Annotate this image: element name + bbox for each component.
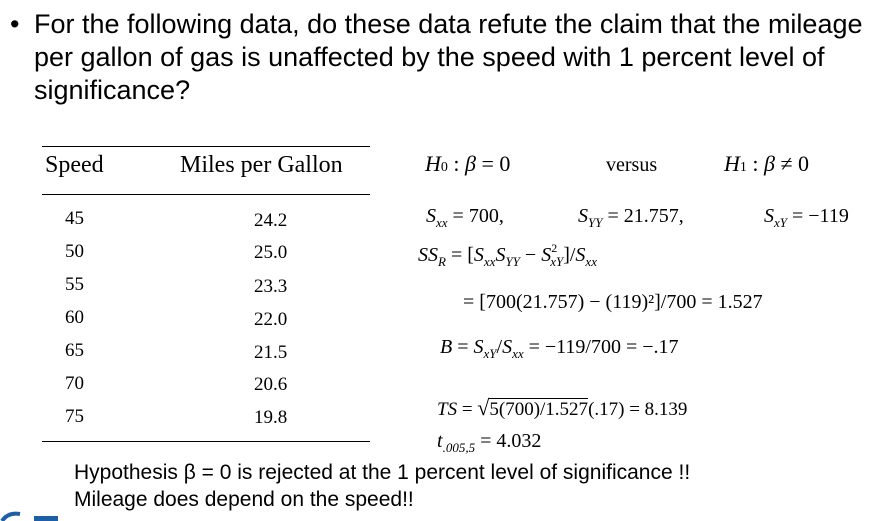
question-body: For the following data, do these data re…	[34, 9, 863, 105]
sxx-value: Sxx = 700,	[426, 205, 504, 230]
critical-value: t.005,5 = 4.032	[437, 430, 542, 455]
cell-mpg: 21.5	[254, 342, 288, 363]
cell-mpg: 22.0	[254, 309, 288, 330]
ssr-value: = [700(21.757) − (119)²]/700 = 1.527	[463, 291, 763, 313]
cell-speed: 70	[65, 373, 84, 394]
logo-icon	[0, 511, 58, 521]
cell-mpg: 24.2	[254, 210, 288, 231]
alt-hypothesis: H1 : β ≠ 0	[724, 151, 810, 176]
syy-value: SYY = 21.757,	[578, 205, 684, 230]
cell-speed: 75	[65, 406, 84, 427]
cell-mpg: 20.6	[254, 374, 288, 395]
table-top-rule	[42, 146, 370, 147]
header-speed: Speed	[45, 152, 104, 178]
null-hypothesis: H0 : β = 0	[425, 151, 511, 176]
versus-label: versus	[606, 154, 658, 176]
cell-speed: 50	[65, 241, 84, 262]
cell-speed: 65	[65, 340, 84, 361]
cell-speed: 55	[65, 274, 84, 295]
cell-mpg: 25.0	[254, 242, 288, 263]
cell-mpg: 23.3	[254, 276, 288, 297]
table-header-rule	[42, 194, 370, 195]
conclusion-line: Mileage does depend on the speed!!	[74, 488, 414, 511]
header-mpg: Miles per Gallon	[180, 152, 343, 178]
ssr-formula: SSR = [SxxSYY − S2xY]/Sxx	[418, 241, 597, 269]
slope-estimate: B = SxY/Sxx = −119/700 = −.17	[440, 336, 679, 361]
question-text: • For the following data, do these data …	[10, 8, 880, 107]
cell-speed: 60	[65, 307, 84, 328]
cell-speed: 45	[65, 208, 84, 229]
test-statistic: TS = √5(700)/1.527(.17) = 8.139	[437, 395, 688, 420]
sxy-value: SxY = −119	[764, 205, 849, 230]
cell-mpg: 19.8	[254, 407, 288, 428]
table-bottom-rule	[42, 441, 370, 442]
bullet-icon: •	[10, 9, 20, 39]
conclusion-line: Hypothesis β = 0 is rejected at the 1 pe…	[74, 461, 691, 484]
